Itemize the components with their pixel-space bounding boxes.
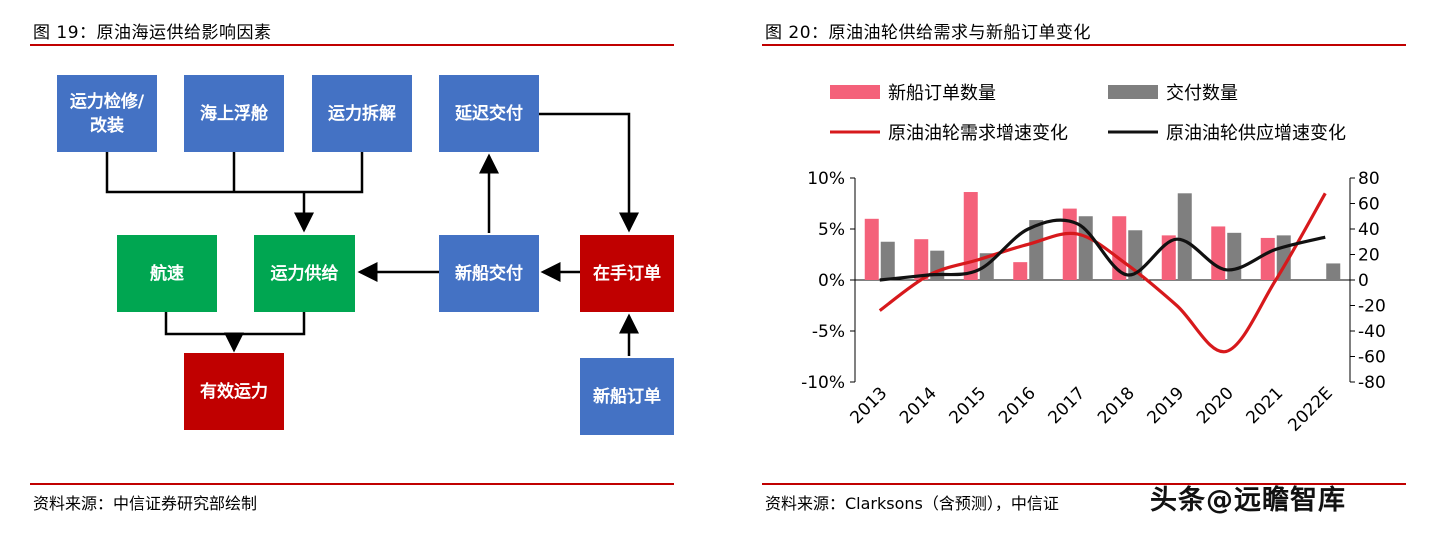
source-left: 资料来源：中信证券研究部绘制: [33, 494, 258, 513]
right-tick-label: -60: [1358, 348, 1386, 368]
left-tick-label: -5%: [812, 322, 845, 342]
x-tick-label: 2016: [995, 383, 1040, 428]
left-tick-label: 5%: [818, 220, 845, 240]
x-tick-label: 2022E: [1284, 383, 1336, 435]
bottom-collector-line: [164, 312, 306, 336]
right-tick-label: -40: [1358, 322, 1386, 342]
x-tick-label: 2021: [1243, 383, 1288, 428]
bar-deliveries: [1177, 193, 1192, 280]
x-tick-label: 2020: [1193, 383, 1238, 428]
legend-swatch-orders: [830, 85, 880, 99]
bar-deliveries: [1227, 232, 1242, 280]
box-delay: 延迟交付: [439, 75, 539, 152]
bar-deliveries: [1326, 263, 1341, 280]
bar-new-orders: [963, 192, 978, 280]
bar-deliveries: [1029, 220, 1044, 280]
right-tick-label: 0: [1358, 271, 1369, 291]
box-scrap: 运力拆解: [312, 75, 412, 152]
line-demand-growth: [878, 192, 1327, 354]
bar-deliveries: [880, 241, 895, 280]
watermark-text: 头条@远瞻智库: [1150, 485, 1346, 516]
legend-label-supply: 原油油轮供应增速变化: [1166, 123, 1346, 144]
title-rule-right: [762, 44, 1406, 46]
left-tick-label: -10%: [801, 373, 845, 393]
flow-connectors: [105, 112, 639, 356]
bar-new-orders: [914, 239, 929, 280]
right-tick-label: 60: [1358, 195, 1380, 215]
bar-new-orders: [864, 218, 879, 280]
figure-19-title: 图 19：原油海运供给影响因素: [33, 23, 272, 43]
box-speed: 航速: [117, 235, 217, 312]
bar-new-orders: [1211, 226, 1226, 280]
box-delivery: 新船交付: [439, 235, 539, 312]
arrow-delay-to-backlog: [539, 112, 639, 233]
source-rule-left: [30, 483, 674, 485]
left-tick-label: 10%: [807, 169, 845, 189]
box-sea-float: 海上浮舱: [184, 75, 284, 152]
line-supply-growth: [879, 218, 1326, 282]
legend-label-orders: 新船订单数量: [888, 83, 996, 104]
legend-swatch-deliveries: [1108, 85, 1158, 99]
x-tick-label: 2014: [896, 383, 941, 428]
box-supply: 运力供给: [254, 235, 355, 312]
bar-new-orders: [1112, 216, 1127, 280]
source-rule-right: [762, 483, 1406, 485]
x-tick-label: 2015: [946, 383, 991, 428]
x-tick-label: 2019: [1144, 383, 1189, 428]
left-tick-label: 0%: [818, 271, 845, 291]
right-tick-label: 80: [1358, 169, 1380, 189]
box-effective: 有效运力: [184, 353, 284, 430]
right-tick-label: -20: [1358, 297, 1386, 317]
title-rule-left: [30, 44, 674, 46]
x-tick-label: 2013: [847, 383, 892, 428]
right-tick-label: 20: [1358, 246, 1380, 266]
box-repair: 运力检修/改装: [57, 75, 157, 152]
legend-label-demand: 原油油轮需求增速变化: [888, 123, 1068, 144]
box-new-orders: 新船订单: [580, 358, 674, 435]
bar-new-orders: [1013, 262, 1028, 280]
x-tick-label: 2018: [1094, 383, 1139, 428]
right-tick-label: -80: [1358, 373, 1386, 393]
figure-20-title: 图 20：原油油轮供给需求与新船订单变化: [765, 23, 1092, 43]
right-tick-label: 40: [1358, 220, 1380, 240]
legend-label-deliveries: 交付数量: [1166, 83, 1238, 104]
bar-new-orders: [1260, 237, 1275, 280]
source-right: 资料来源：Clarksons（含预测），中信证: [765, 494, 1059, 513]
box-backlog: 在手订单: [580, 235, 674, 312]
x-tick-label: 2017: [1045, 383, 1090, 428]
bar-new-orders: [1062, 208, 1077, 280]
